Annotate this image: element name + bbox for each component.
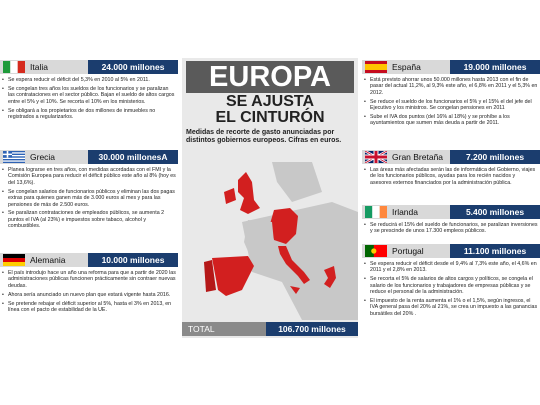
main-title: EUROPA: [186, 61, 354, 93]
bullet-item: Las áreas más afectadas serán las de inf…: [364, 167, 538, 186]
item-list: Las áreas más afectadas serán las de inf…: [362, 167, 540, 186]
amount: 24.000 millones: [88, 60, 178, 74]
bullet-item: Se pretende rebajar el déficit superior …: [2, 301, 176, 314]
section-header: Portugal 11.100 millones: [362, 244, 540, 258]
item-list: Planea lograrse en tres años, con medida…: [0, 167, 178, 230]
country-name: Grecia: [30, 152, 56, 162]
amount: 19.000 millones: [450, 60, 540, 74]
item-list: Se reducirá el 15% del sueldo de funcion…: [362, 222, 540, 235]
section: Gran Bretaña 7.200 millones Las áreas má…: [362, 150, 540, 189]
total-label: TOTAL: [188, 324, 215, 334]
bullet-item: Se congelan tres años los sueldos de los…: [2, 86, 176, 105]
bullet-item: Se paralizan contrataciones de empleados…: [2, 210, 176, 229]
section: Alemania 10.000 millones El país introdu…: [0, 253, 178, 316]
section: Grecia 30.000 millonesA Planea lograrse …: [0, 150, 178, 232]
section-header: Grecia 30.000 millonesA: [0, 150, 178, 164]
flag: [365, 151, 387, 163]
flag: [3, 254, 25, 266]
bullet-item: Se recorta el 5% de salarios de altos ca…: [364, 276, 538, 295]
bullet-item: Se reducirá el 15% del sueldo de funcion…: [364, 222, 538, 235]
country-name: Alemania: [30, 255, 66, 265]
bullet-item: Se obligará a los propietarios de dos mi…: [2, 108, 176, 121]
flag: [365, 61, 387, 73]
item-list: Está previsto ahorrar unos 50.000 millon…: [362, 77, 540, 127]
amount: 10.000 millones: [88, 253, 178, 267]
bullet-item: Se reduce el sueldo de los funcionarios …: [364, 99, 538, 112]
bullet-item: El país introdujo hace un año una reform…: [2, 270, 176, 289]
flag: [3, 151, 25, 163]
total-bar: TOTAL 106.700 millones: [182, 322, 358, 336]
total-amount: 106.700 millones: [266, 322, 358, 336]
bullet-item: Sube el IVA dos puntos (del 16% al 18%) …: [364, 114, 538, 127]
bullet-item: Está previsto ahorrar unos 50.000 millon…: [364, 77, 538, 96]
amount: 5.400 millones: [450, 205, 540, 219]
amount: 11.100 millones: [450, 244, 540, 258]
country-name: España: [392, 62, 421, 72]
bullet-item: Planea lograrse en tres años, con medida…: [2, 167, 176, 186]
flag: [365, 245, 387, 257]
map: [182, 162, 358, 320]
subtitle: EL CINTURÓN: [215, 109, 325, 126]
section: Italia 24.000 millones Se espera reducir…: [0, 60, 178, 123]
section-header: Italia 24.000 millones: [0, 60, 178, 74]
country-name: Irlanda: [392, 207, 418, 217]
section-header: Gran Bretaña 7.200 millones: [362, 150, 540, 164]
country-name: Portugal: [392, 246, 424, 256]
section-header: Alemania 10.000 millones: [0, 253, 178, 267]
description: Medidas de recorte de gasto anunciadas p…: [186, 129, 342, 145]
item-list: El país introdujo hace un año una reform…: [0, 270, 178, 313]
bullet-item: Ahora sería anunciado un nuevo plan que …: [2, 292, 176, 299]
section-header: España 19.000 millones: [362, 60, 540, 74]
bullet-item: Se espera reducir el déficit del 5,3% en…: [2, 77, 176, 84]
flag: [365, 206, 387, 218]
amount: 7.200 millones: [450, 150, 540, 164]
subtitle: SE AJUSTA: [225, 93, 314, 110]
bullet-item: El impuesto de la renta aumenta el 1% o …: [364, 298, 538, 317]
section: Irlanda 5.400 millones Se reducirá el 15…: [362, 205, 540, 237]
country-name: Gran Bretaña: [392, 152, 444, 162]
item-list: Se espera reducir el déficit del 5,3% en…: [0, 77, 178, 120]
bullet-item: Se espera reducir el déficit desde el 9,…: [364, 261, 538, 274]
bullet-item: Se congelan salarios de funcionarios púb…: [2, 189, 176, 208]
amount: 30.000 millonesA: [88, 150, 178, 164]
section: España 19.000 millones Está previsto aho…: [362, 60, 540, 129]
section-header: Irlanda 5.400 millones: [362, 205, 540, 219]
flag: [3, 61, 25, 73]
section: Portugal 11.100 millones Se espera reduc…: [362, 244, 540, 320]
country-name: Italia: [30, 62, 48, 72]
item-list: Se espera reducir el déficit desde el 9,…: [362, 261, 540, 317]
center-panel: EUROPA SE AJUSTA EL CINTURÓN Medidas de …: [182, 58, 358, 338]
